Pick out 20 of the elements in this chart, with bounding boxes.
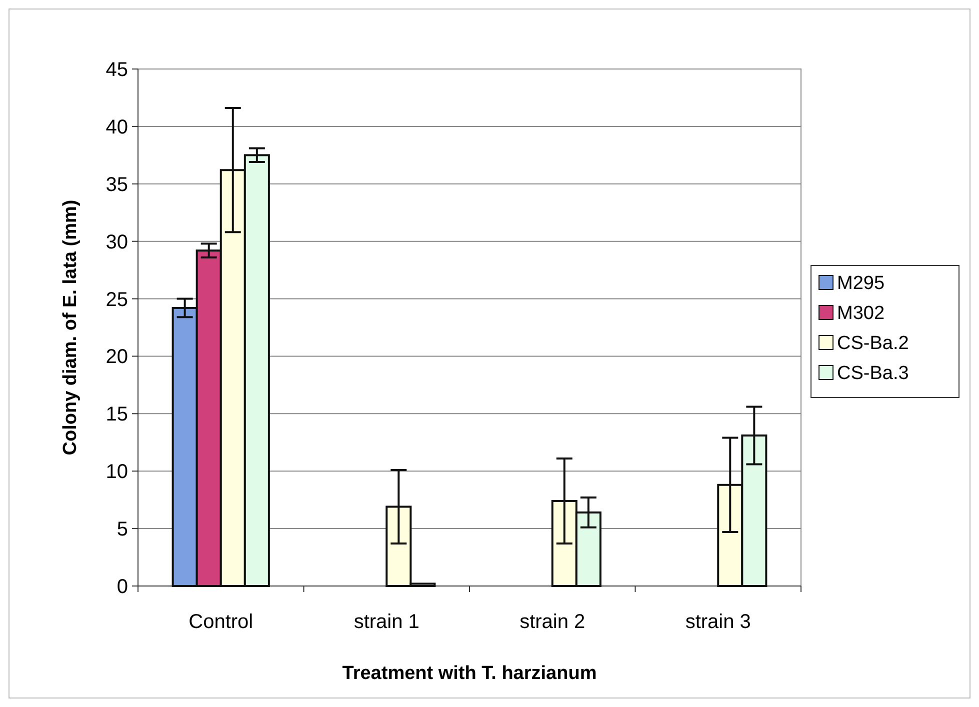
- y-tick-label: 0: [116, 576, 128, 598]
- y-tick-label: 5: [116, 518, 128, 541]
- legend-label: M295: [837, 273, 885, 294]
- y-tick-label: 40: [106, 116, 128, 138]
- y-tick-label: 10: [106, 461, 128, 484]
- x-tick-label: strain 1: [354, 611, 420, 633]
- y-tick-label: 30: [106, 231, 128, 254]
- y-tick-label: 35: [106, 174, 128, 196]
- y-tick-label: 45: [106, 59, 128, 81]
- y-tick-label: 15: [106, 404, 128, 426]
- legend-label: CS-Ba.2: [837, 333, 909, 354]
- x-tick-label: Control: [188, 611, 254, 633]
- y-tick-label: 25: [106, 288, 128, 311]
- x-axis-title: Treatment with T. harzianum: [342, 663, 597, 684]
- legend-label: CS-Ba.3: [837, 363, 909, 384]
- y-axis-title: Colony diam. of E. lata (mm): [60, 200, 81, 456]
- y-tick-label: 20: [106, 346, 128, 368]
- x-tick-label: strain 3: [685, 611, 751, 633]
- x-tick-label: strain 2: [520, 611, 586, 633]
- legend-label: M302: [837, 303, 885, 324]
